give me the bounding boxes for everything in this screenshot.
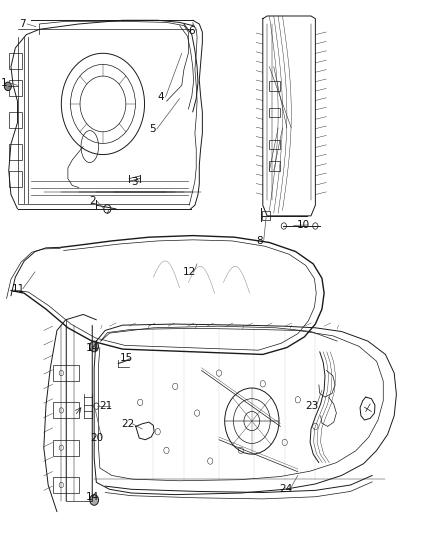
Text: 20: 20 xyxy=(91,433,104,443)
Bar xyxy=(53,477,79,493)
Text: 22: 22 xyxy=(121,419,134,429)
Text: 11: 11 xyxy=(12,284,25,294)
Bar xyxy=(53,402,79,418)
Text: 15: 15 xyxy=(120,353,133,363)
Bar xyxy=(269,81,280,91)
Text: 8: 8 xyxy=(256,236,263,246)
Bar xyxy=(269,161,280,171)
Text: 1: 1 xyxy=(1,78,8,87)
Text: 14: 14 xyxy=(86,492,99,502)
Text: 23: 23 xyxy=(305,401,318,411)
Bar xyxy=(9,53,22,69)
Bar xyxy=(9,80,22,96)
Bar xyxy=(262,211,270,220)
Bar xyxy=(9,112,22,128)
Bar xyxy=(269,140,280,149)
Bar xyxy=(9,171,22,187)
Text: 2: 2 xyxy=(89,197,96,206)
Circle shape xyxy=(90,495,99,505)
Text: 6: 6 xyxy=(188,26,195,36)
Circle shape xyxy=(90,341,99,352)
Text: 21: 21 xyxy=(99,401,113,411)
Text: 10: 10 xyxy=(297,220,310,230)
Bar xyxy=(9,144,22,160)
Bar xyxy=(269,108,280,117)
Text: 3: 3 xyxy=(131,177,138,187)
Text: 4: 4 xyxy=(158,92,165,102)
Bar xyxy=(53,365,79,381)
Bar xyxy=(53,440,79,456)
Text: 14: 14 xyxy=(86,343,99,352)
Text: 12: 12 xyxy=(183,267,196,277)
Text: 5: 5 xyxy=(149,124,156,134)
Text: 24: 24 xyxy=(279,484,292,494)
Text: 7: 7 xyxy=(19,19,26,29)
Circle shape xyxy=(4,82,11,91)
